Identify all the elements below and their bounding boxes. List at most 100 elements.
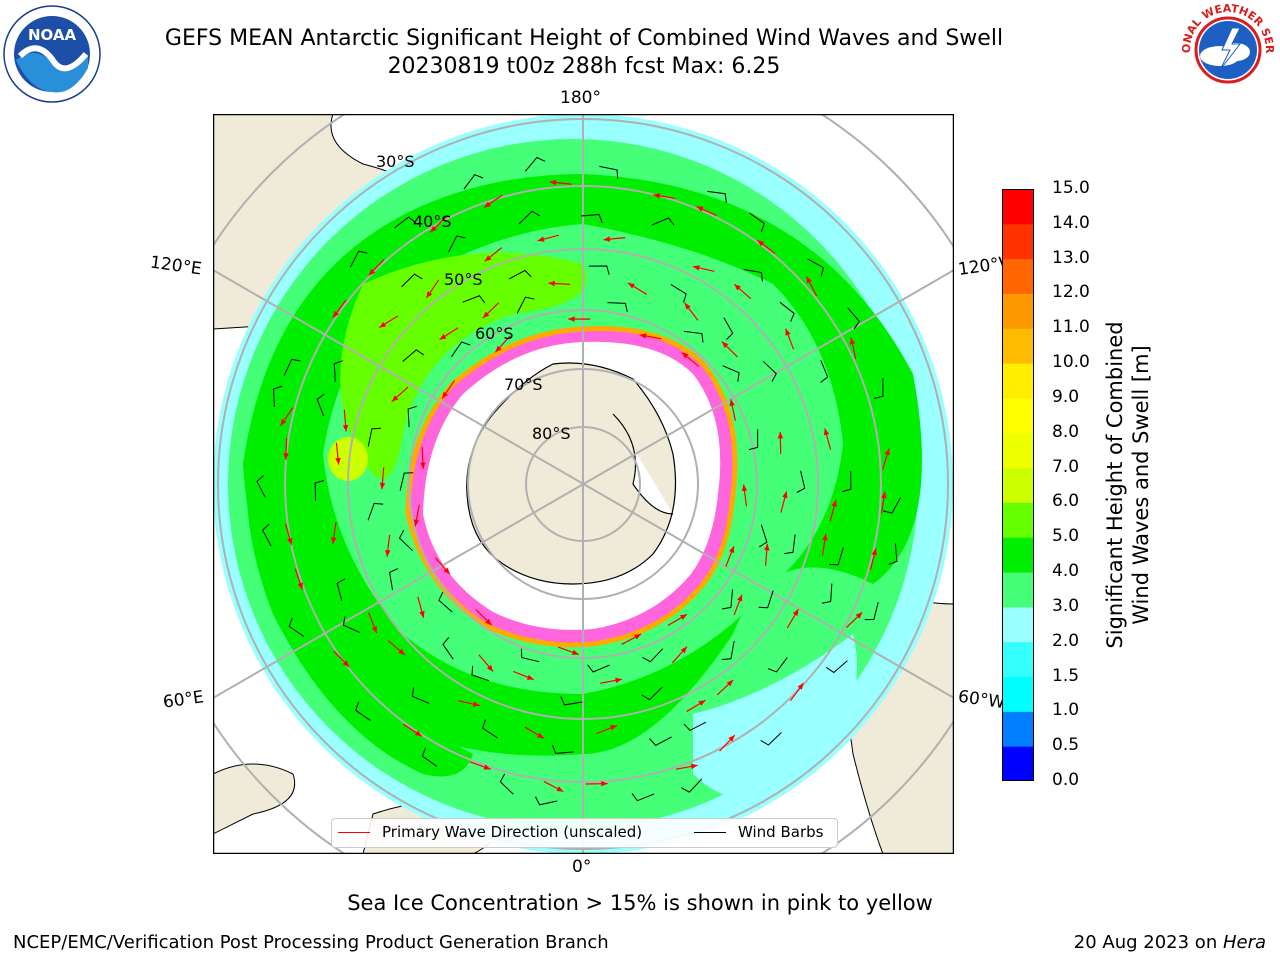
footer-date: 20 Aug 2023 on Hera: [1074, 932, 1266, 953]
colorbar-cell: [1002, 363, 1034, 399]
wave-arrow-head: [548, 280, 555, 287]
wave-arrow-head: [741, 484, 748, 492]
wind-barb: [462, 295, 486, 304]
legend-item-wind: Wind Barbs: [694, 823, 823, 841]
lon-label-120e: 120°E: [148, 252, 203, 280]
colorbar-tick-label: 8.0: [1052, 421, 1080, 442]
wind-barb: [349, 250, 368, 268]
wave-arrow-head: [628, 282, 635, 289]
wind-barb: [333, 360, 343, 382]
wind-barb: [767, 657, 788, 673]
wind-barb: [707, 190, 727, 203]
colorbar-cell: [1002, 606, 1034, 643]
colorbar-title-line1: Significant Height of Combined: [1103, 321, 1127, 649]
wind-barbs: [256, 156, 902, 806]
wave-arrow-head: [737, 594, 743, 602]
wave-arrow-head: [792, 609, 799, 617]
colorbar-tick-label: 9.0: [1052, 386, 1080, 407]
wind-barb: [367, 502, 384, 521]
wave-arrow-head: [855, 612, 863, 619]
colorbar: [1002, 189, 1034, 781]
colorbar-cell: [1002, 189, 1034, 225]
wind-barb: [883, 497, 902, 514]
wave-arrow-head: [537, 236, 545, 242]
lon-label-0: 0°: [572, 857, 592, 877]
colorbar-title-line2: Wind Waves and Swell [m]: [1129, 345, 1153, 625]
ocean-calm-east: [693, 634, 857, 801]
wind-barb: [758, 590, 774, 609]
colorbar-cell: [1002, 293, 1034, 329]
wind-barb: [681, 778, 703, 793]
colorbar-tick-label: 7.0: [1052, 456, 1080, 477]
wind-barb: [499, 773, 514, 795]
colorbar-cell: [1002, 502, 1034, 538]
lat-label-80s: 80°S: [532, 424, 571, 443]
wave-arrow-head: [549, 179, 557, 186]
wave-arrow-head: [335, 457, 341, 465]
colorbar-cell: [1002, 467, 1034, 503]
sea-ice-note: Sea Ice Concentration > 15% is shown in …: [347, 891, 933, 915]
wind-barb: [829, 547, 844, 566]
wind-barb: [864, 601, 879, 621]
wave-arrow-head: [639, 333, 647, 339]
wave-arrow-head: [483, 764, 491, 770]
wind-barb: [826, 660, 848, 674]
wave-arrow-head: [485, 618, 492, 626]
wind-barb: [847, 307, 860, 330]
footer-date-text: 20 Aug 2023 on: [1073, 932, 1223, 953]
wind-barb: [743, 269, 763, 282]
wave-direction-arrows: [280, 179, 890, 793]
wind-barb: [398, 530, 413, 551]
map-legend: Primary Wave Direction (unscaled) Wind B…: [331, 818, 838, 848]
colorbar-tick-label: 6.0: [1052, 491, 1080, 512]
wind-barb: [722, 365, 740, 382]
wave-arrow-head: [484, 255, 492, 262]
colorbar-cell: [1002, 397, 1034, 434]
wave-arrow-head: [634, 634, 642, 640]
wave-arrow-head: [297, 582, 303, 590]
wind-barb: [588, 265, 610, 275]
wind-barb: [888, 543, 898, 565]
wind-barb: [518, 210, 541, 225]
wave-arrow-head: [484, 201, 491, 208]
wave-arrow-head: [419, 610, 425, 618]
lon-label-60w: 60°W: [956, 686, 1007, 714]
wind-barb: [272, 385, 283, 408]
legend-wave-label: Primary Wave Direction (unscaled): [382, 823, 643, 841]
legend-wave-swatch: [338, 831, 370, 833]
wave-arrow-head: [430, 225, 437, 233]
wave-height-map: [213, 114, 954, 854]
wave-arrow-head: [680, 646, 687, 654]
wind-barb: [874, 378, 884, 399]
wind-barb: [807, 258, 824, 277]
wind-barb: [748, 429, 759, 451]
colorbar-tick-label: 10.0: [1052, 352, 1090, 373]
wave-arrow-head: [439, 333, 447, 340]
wave-arrow-head: [287, 537, 293, 545]
wave-arrow-head: [757, 240, 765, 247]
lon-label-180: 180°: [560, 88, 601, 108]
legend-wind-label: Wind Barbs: [738, 823, 824, 841]
wind-barb: [820, 360, 829, 383]
colorbar-tick-label: 0.0: [1052, 770, 1080, 790]
wave-arrow-head: [615, 677, 622, 684]
colorbar-cell: [1002, 711, 1034, 747]
wave-arrow-head: [822, 533, 828, 541]
wave-arrow-head: [420, 462, 426, 469]
lat-label-40s: 40°S: [413, 212, 452, 231]
forecast-subtitle: 20230819 t00z 288h fcst Max: 6.25: [387, 54, 781, 79]
wind-barb: [471, 665, 490, 682]
wind-barb: [560, 696, 583, 706]
wave-arrow-head: [482, 311, 490, 319]
footer-host: Hera: [1222, 932, 1266, 953]
wave-arrow-head: [571, 649, 579, 655]
wave-arrow-head: [726, 679, 734, 687]
wind-barb: [451, 341, 471, 358]
wave-arrow-head: [342, 424, 349, 432]
wave-arrow-head: [696, 206, 704, 212]
wave-arrow-head: [721, 341, 729, 349]
wave-arrow-head: [442, 391, 449, 399]
wind-barb: [394, 216, 417, 229]
colorbar-tick-label: 2.0: [1052, 630, 1080, 651]
wave-arrow-head: [568, 316, 575, 322]
